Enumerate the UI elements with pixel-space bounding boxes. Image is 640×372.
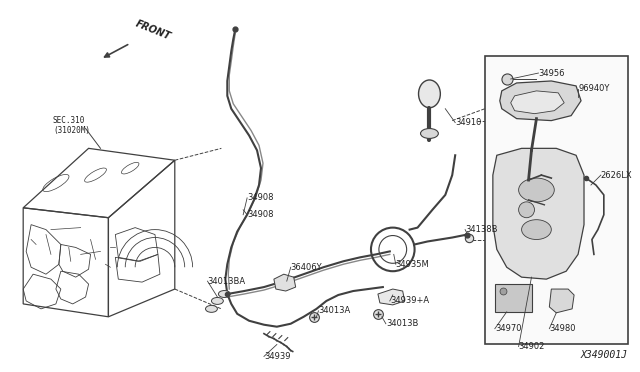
Text: 34908: 34908 bbox=[247, 193, 274, 202]
Ellipse shape bbox=[522, 220, 551, 240]
Ellipse shape bbox=[218, 291, 230, 298]
Ellipse shape bbox=[518, 178, 554, 202]
Ellipse shape bbox=[420, 129, 438, 138]
Polygon shape bbox=[378, 289, 404, 305]
Text: 34902: 34902 bbox=[518, 342, 545, 351]
Text: 34939+A: 34939+A bbox=[390, 296, 429, 305]
Bar bbox=[495, 284, 532, 312]
Polygon shape bbox=[500, 81, 581, 121]
Text: 34939: 34939 bbox=[264, 352, 291, 361]
Text: 34908: 34908 bbox=[247, 210, 274, 219]
Text: 34956: 34956 bbox=[538, 68, 565, 77]
Text: 34138B: 34138B bbox=[465, 225, 498, 234]
Text: 34910: 34910 bbox=[455, 118, 481, 127]
Text: 36406Y: 36406Y bbox=[291, 263, 323, 272]
Text: 34013B: 34013B bbox=[386, 319, 418, 328]
Polygon shape bbox=[549, 289, 574, 313]
Polygon shape bbox=[511, 91, 564, 114]
Text: 34970: 34970 bbox=[495, 324, 522, 333]
Text: 34935M: 34935M bbox=[396, 260, 429, 269]
Polygon shape bbox=[274, 274, 296, 291]
Text: SEC.310
(31020M): SEC.310 (31020M) bbox=[53, 116, 90, 135]
Text: 96940Y: 96940Y bbox=[578, 84, 609, 93]
Ellipse shape bbox=[419, 80, 440, 108]
Text: 34013BA: 34013BA bbox=[207, 277, 246, 286]
Bar bbox=[485, 56, 628, 344]
Text: 34980: 34980 bbox=[549, 324, 576, 333]
Ellipse shape bbox=[211, 298, 223, 304]
Ellipse shape bbox=[205, 305, 218, 312]
Text: FRONT: FRONT bbox=[134, 18, 172, 41]
Text: 34013A: 34013A bbox=[319, 307, 351, 315]
Polygon shape bbox=[493, 148, 584, 279]
Text: 2626LX: 2626LX bbox=[601, 171, 632, 180]
Text: X349001J: X349001J bbox=[580, 350, 628, 360]
Ellipse shape bbox=[518, 202, 534, 218]
